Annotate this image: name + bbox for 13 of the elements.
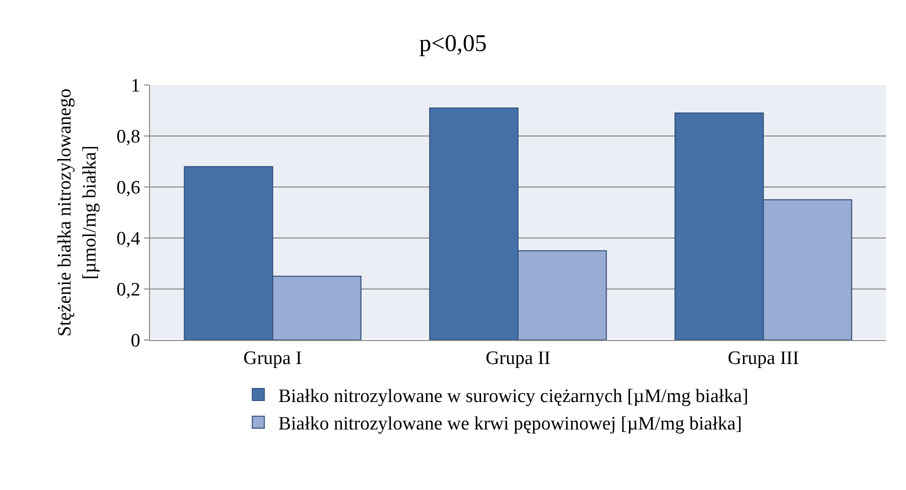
y-tick-label: 0,2 [116, 280, 140, 301]
y-tick-label: 0,8 [116, 126, 140, 148]
y-axis-title: Stężenie białka nitrozylowanego [µmol/mg białka] [54, 88, 100, 336]
x-tick-label: Grupa I [243, 348, 302, 369]
x-tick-label: Grupa II [486, 348, 550, 369]
legend-label: Białko nitrozylowane we krwi pępowinowej [µM/mg białka] [278, 414, 742, 435]
y-tick-label: 1 [130, 76, 140, 97]
x-tick-label: Grupa III [728, 348, 799, 369]
y-tick-label: 0,4 [116, 228, 141, 250]
y-tick-label: 0,6 [116, 178, 140, 199]
y-tick-label: 0 [130, 330, 140, 352]
legend-label: Białko nitrozylowane w surowicy ciężarnych [µM/mg białka] [278, 386, 748, 407]
chart-title: p<0,05 [419, 31, 487, 58]
